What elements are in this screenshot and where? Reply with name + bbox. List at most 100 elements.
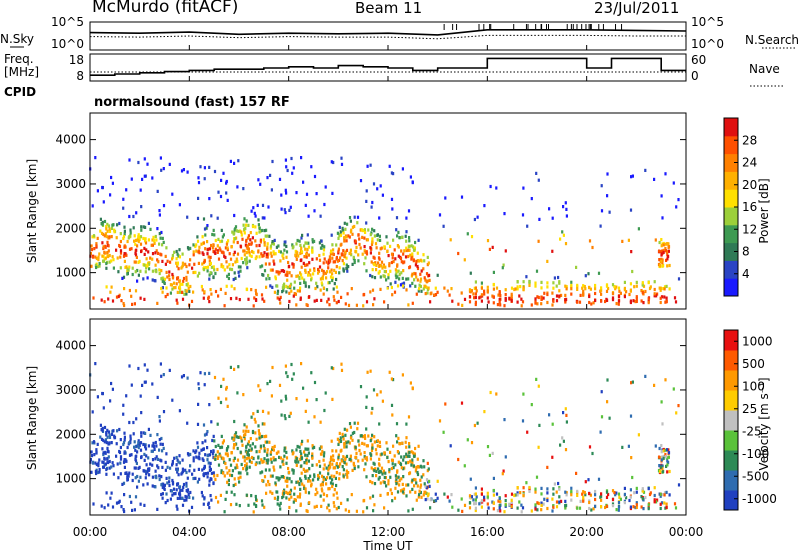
velocity-cell [130,383,133,387]
power-cell [122,275,126,279]
velocity-cell [392,444,395,448]
velocity-cell [154,440,157,445]
power-cell [147,238,150,242]
power-cell [449,238,452,242]
velocity-cell [202,502,205,506]
velocity-cell [246,450,249,454]
velocity-cell [364,462,367,466]
power-cell [121,276,124,280]
velocity-cell [510,498,513,502]
velocity-cell [378,440,381,444]
power-cell [176,252,179,256]
power-cell [631,174,634,178]
power-cell [373,263,376,267]
power-cell [292,245,295,249]
velocity-cell [504,503,507,507]
power-cell [112,266,115,270]
velocity-cell [416,457,419,461]
velocity-cell [298,482,301,487]
velocity-cell [662,456,665,460]
velocity-cell [345,454,349,458]
velocity-cell [331,462,334,466]
velocity-cell [207,501,210,505]
velocity-cell [116,462,119,466]
velocity-cell [344,508,347,512]
velocity-cell [460,497,463,501]
power-cell [599,224,602,228]
velocity-cell [169,497,172,501]
velocity-cell [322,478,325,482]
power-cell [125,253,128,257]
velocity-cell [128,441,131,445]
power-cell [408,248,411,252]
power-cell [565,287,568,291]
velocity-cell [171,459,174,464]
velocity-cell [319,494,322,498]
velocity-cell [234,482,237,486]
power-cell [339,230,342,234]
velocity-cell [296,495,299,499]
velocity-cell [526,430,529,434]
velocity-cell [255,497,258,502]
velocity-cell [140,431,143,435]
power-cell [177,254,180,258]
power-cell [410,257,413,261]
velocity-cell [534,490,537,494]
velocity-cell [321,449,324,453]
velocity-cell [365,475,368,479]
power-cell [363,292,366,297]
velocity-cell [292,451,295,455]
power-cell [229,159,232,163]
velocity-cell [555,500,559,504]
power-cell [588,239,592,243]
velocity-cell [498,497,501,501]
power-scatter [89,156,681,308]
power-cell [229,267,232,271]
power-cell [133,302,136,306]
velocity-cell [257,455,260,459]
velocity-cell [402,475,405,479]
power-cell [225,284,228,288]
power-cell [304,241,307,245]
power-cell [667,254,670,259]
power-cell [540,302,543,306]
velocity-cell [223,460,226,464]
power-cell [116,223,119,227]
velocity-cell [107,450,110,454]
power-cell [244,258,247,262]
power-cell [342,249,345,253]
velocity-cell [332,493,335,497]
power-cell [653,287,656,292]
velocity-cell [644,374,647,378]
velocity-cell [294,498,297,502]
power-cell [232,277,235,282]
velocity-cell [419,483,423,487]
power-cell [371,240,374,244]
power-cell [546,300,549,305]
velocity-cell [665,502,668,506]
power-cell [299,271,302,275]
power-cell [208,165,211,169]
power-cell [480,293,483,297]
power-cell [474,300,477,304]
power-cell [379,184,382,188]
velocity-cell [600,494,603,498]
velocity-cell [600,492,603,496]
velocity-cell [238,480,241,484]
power-cell [540,286,543,290]
power-cell [634,300,637,304]
power-cell [390,260,393,265]
velocity-cell [555,505,559,509]
power-cell [204,247,207,251]
velocity-cell [219,400,223,405]
velocity-cell [343,441,346,446]
velocity-cell [291,468,294,472]
velocity-cell [400,477,403,481]
colorbar-segment [724,135,738,155]
power-cell [133,234,136,238]
velocity-cell [271,474,274,478]
velocity-cell [257,424,260,428]
power-y-label: Slant Range [km] [25,159,39,263]
velocity-cell [121,482,124,486]
velocity-cell [591,451,594,456]
